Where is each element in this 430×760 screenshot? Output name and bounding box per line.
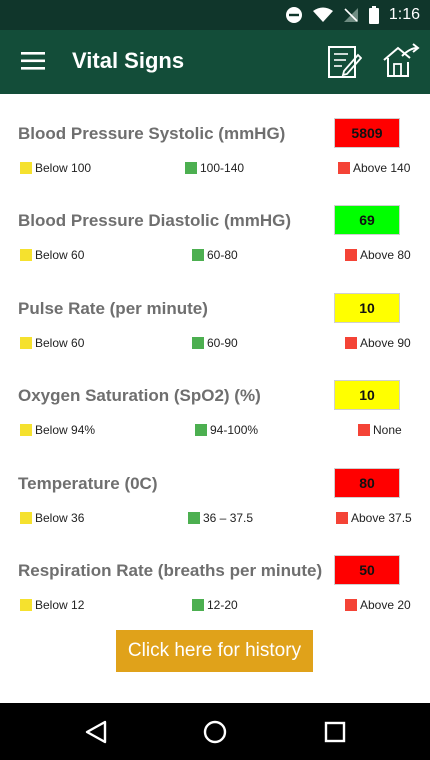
battery-icon <box>368 6 379 24</box>
home-circle-icon[interactable] <box>202 719 228 745</box>
legend-high: Above 20 <box>345 597 411 613</box>
legend-text: Below 60 <box>35 248 85 262</box>
vital-label: Temperature (0C) <box>18 474 158 493</box>
legend-swatch <box>20 512 32 524</box>
vital-value: 80 <box>334 468 400 498</box>
recents-icon[interactable] <box>322 719 348 745</box>
legend-high: Above 140 <box>338 160 410 176</box>
legend-swatch <box>338 162 350 174</box>
legend-text: Below 36 <box>35 511 85 525</box>
legend-swatch <box>20 249 32 261</box>
legend-normal: 36 – 37.5 <box>188 510 253 526</box>
back-icon[interactable] <box>83 719 109 745</box>
legend-text: None <box>373 423 402 437</box>
legend-swatch <box>188 512 200 524</box>
vital-value: 5809 <box>334 118 400 148</box>
vital-row-respiration: Respiration Rate (breaths per minute) 50… <box>0 539 430 619</box>
legend-text: 60-90 <box>207 336 238 350</box>
legend-text: 60-80 <box>207 248 238 262</box>
legend-normal: 12-20 <box>192 597 238 613</box>
app-bar: Vital Signs <box>0 30 430 94</box>
legend-swatch <box>358 424 370 436</box>
no-signal-icon <box>343 8 358 22</box>
legend-text: 94-100% <box>210 423 259 437</box>
legend-low: Below 60 <box>20 247 84 263</box>
legend-text: Below 60 <box>35 336 85 350</box>
vital-value: 69 <box>334 205 400 235</box>
legend-swatch <box>20 162 32 174</box>
legend-swatch <box>192 337 204 349</box>
legend-text: 12-20 <box>207 598 238 612</box>
legend-text: Above 90 <box>360 336 411 350</box>
page-title: Vital Signs <box>72 48 185 73</box>
legend-high: Above 37.5 <box>336 510 412 526</box>
vital-row-systolic: Blood Pressure Systolic (mmHG) 5809 Belo… <box>0 102 430 182</box>
legend-text: Below 94% <box>35 423 96 437</box>
legend-normal: 94-100% <box>195 422 258 438</box>
legend-swatch <box>345 599 357 611</box>
vital-row-diastolic: Blood Pressure Diastolic (mmHG) 69 Below… <box>0 189 430 269</box>
legend-low: Below 100 <box>20 160 91 176</box>
legend-swatch <box>336 512 348 524</box>
legend-swatch <box>20 424 32 436</box>
legend-swatch <box>345 337 357 349</box>
legend-swatch <box>20 599 32 611</box>
edit-notes-icon[interactable] <box>326 44 362 80</box>
wifi-icon <box>312 7 333 22</box>
history-button[interactable]: Click here for history <box>116 630 313 672</box>
do-not-disturb-icon <box>285 7 302 23</box>
legend-swatch <box>345 249 357 261</box>
status-time: 1:16 <box>388 6 420 23</box>
status-bar: 1:16 <box>0 0 430 30</box>
legend-high: None <box>358 422 402 438</box>
legend-text: Below 100 <box>35 161 92 175</box>
legend-high: Above 90 <box>345 335 411 351</box>
vital-label: Blood Pressure Diastolic (mmHG) <box>18 211 292 230</box>
legend-low: Below 12 <box>20 597 84 613</box>
vital-label: Respiration Rate (breaths per minute) <box>18 561 323 580</box>
hamburger-menu-icon[interactable] <box>20 48 46 74</box>
vital-label: Oxygen Saturation (SpO2) (%) <box>18 386 261 405</box>
legend-swatch <box>192 249 204 261</box>
legend-swatch <box>192 599 204 611</box>
vital-value: 10 <box>334 293 400 323</box>
legend-text: 100-140 <box>200 161 245 175</box>
legend-text: 36 – 37.5 <box>203 511 254 525</box>
legend-normal: 60-90 <box>192 335 238 351</box>
legend-normal: 60-80 <box>192 247 238 263</box>
vital-label: Pulse Rate (per minute) <box>18 299 208 318</box>
home-exit-icon[interactable] <box>380 42 420 80</box>
system-nav-bar <box>0 703 430 760</box>
legend-text: Above 20 <box>360 598 411 612</box>
legend-text: Above 37.5 <box>351 511 412 525</box>
legend-text: Above 140 <box>353 161 411 175</box>
legend-low: Below 36 <box>20 510 84 526</box>
legend-swatch <box>185 162 197 174</box>
vital-value: 10 <box>334 380 400 410</box>
legend-text: Above 80 <box>360 248 411 262</box>
vital-value: 50 <box>334 555 400 585</box>
legend-swatch <box>20 337 32 349</box>
status-icons: 1:16 <box>285 0 420 30</box>
vital-row-pulse: Pulse Rate (per minute) 10 Below 60 60-9… <box>0 277 430 357</box>
legend-normal: 100-140 <box>185 160 244 176</box>
legend-low: Below 94% <box>20 422 95 438</box>
legend-low: Below 60 <box>20 335 84 351</box>
legend-text: Below 12 <box>35 598 85 612</box>
vital-signs-list: Blood Pressure Systolic (mmHG) 5809 Belo… <box>0 94 430 703</box>
legend-high: Above 80 <box>345 247 411 263</box>
vital-row-temperature: Temperature (0C) 80 Below 36 36 – 37.5 A… <box>0 452 430 532</box>
vital-label: Blood Pressure Systolic (mmHG) <box>18 124 286 143</box>
vital-row-spo2: Oxygen Saturation (SpO2) (%) 10 Below 94… <box>0 364 430 444</box>
legend-swatch <box>195 424 207 436</box>
